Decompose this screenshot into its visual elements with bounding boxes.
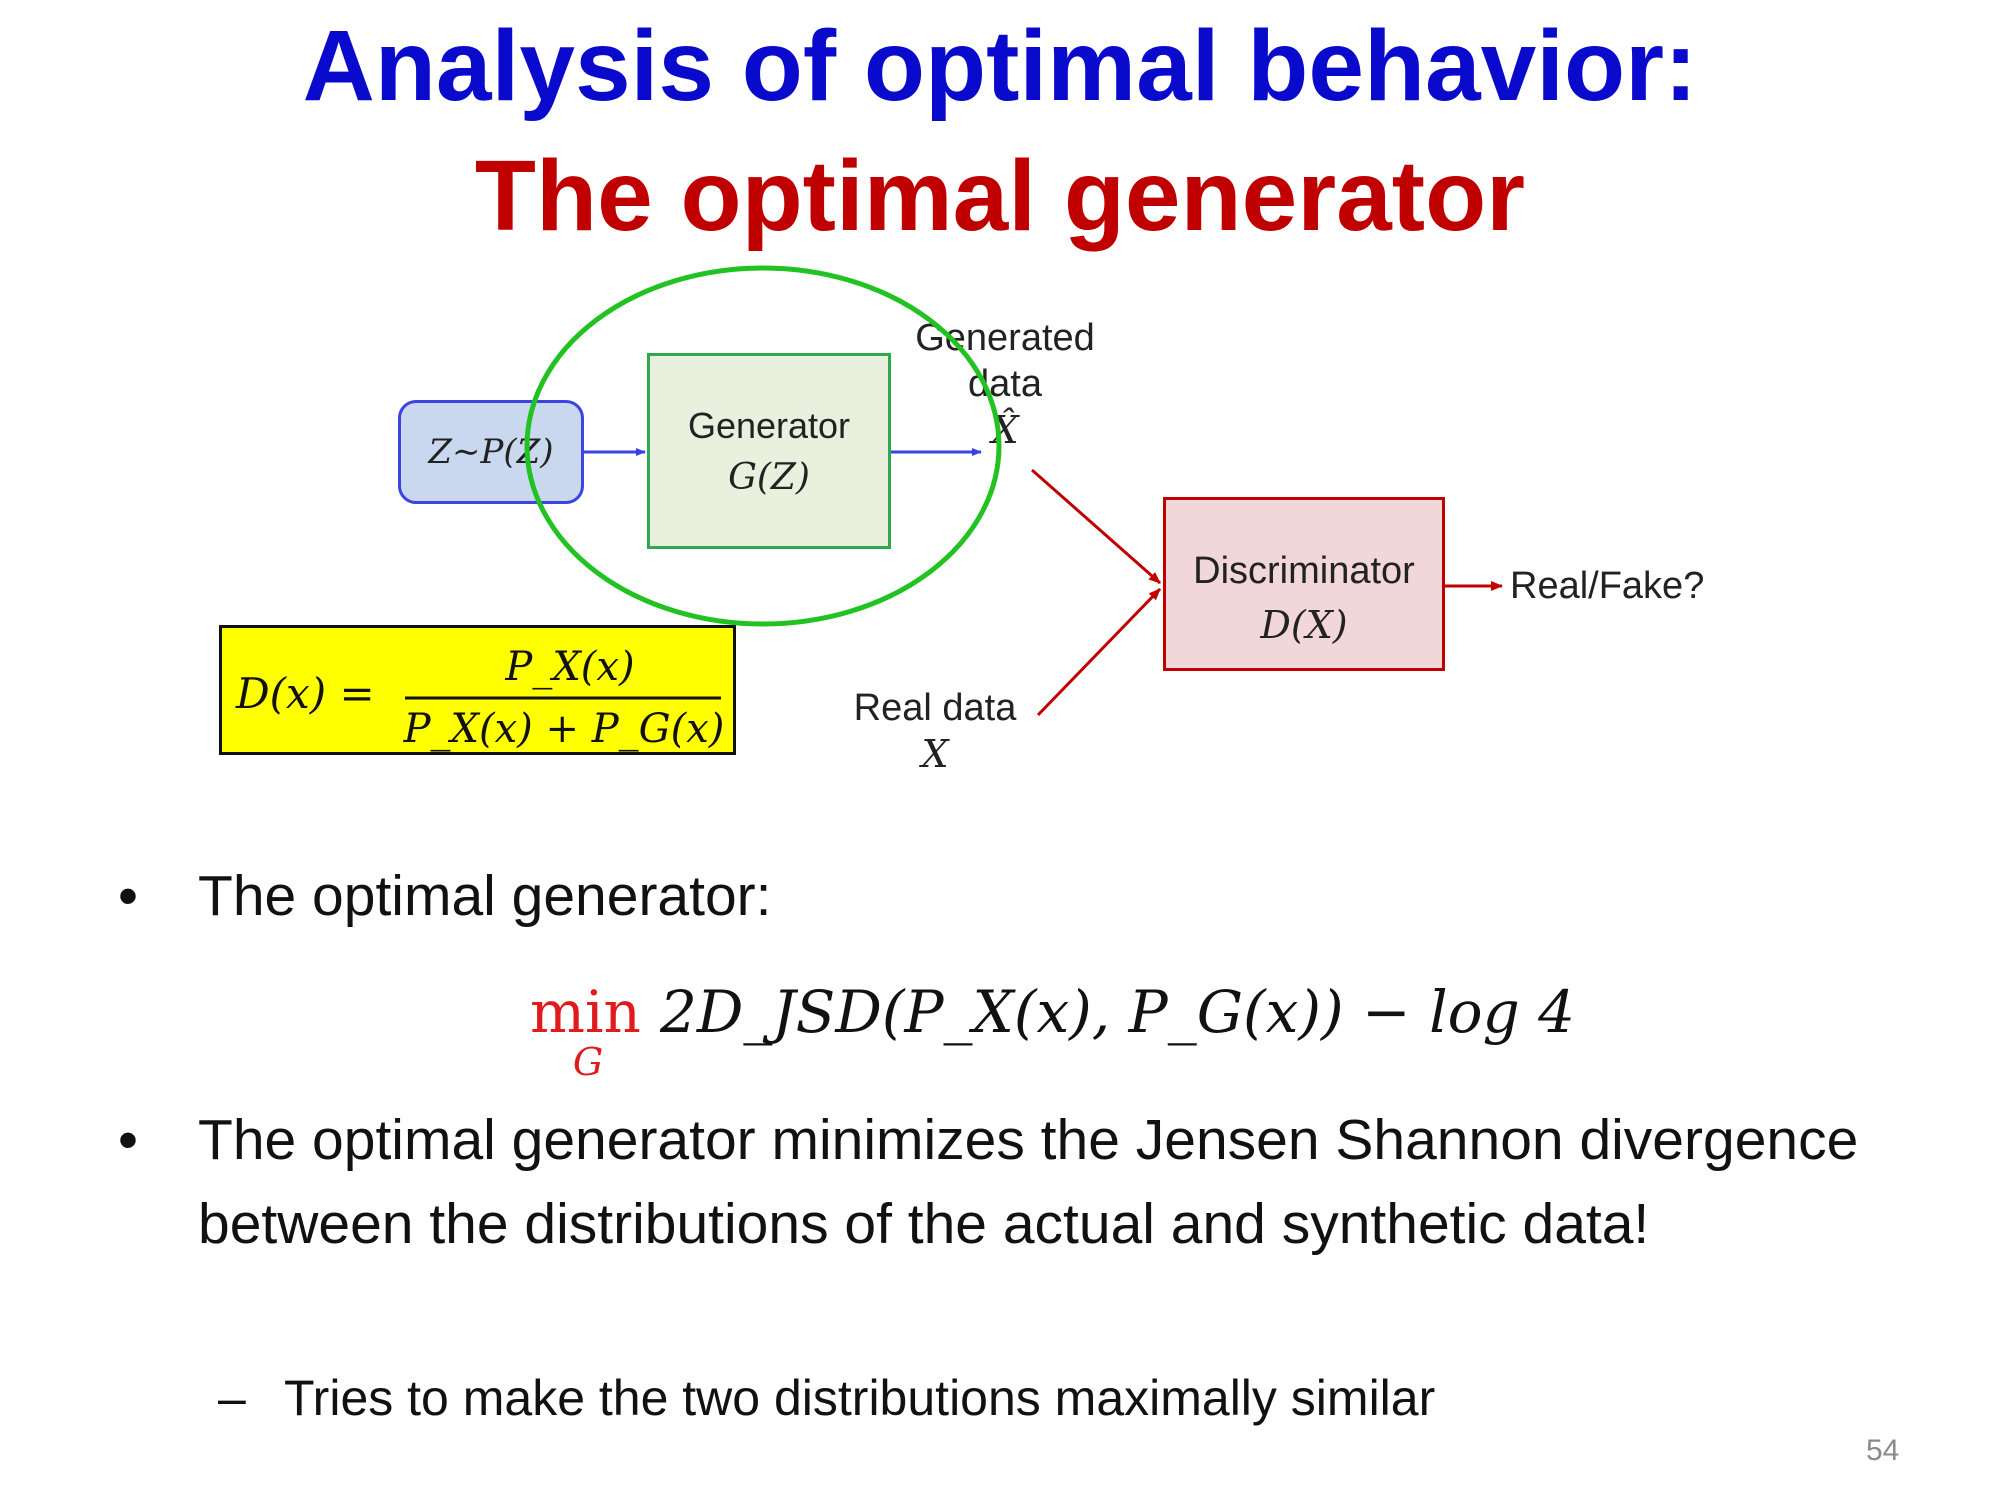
slide-title-line2: The optimal generator [474,140,1526,252]
sub-bullet-dash: – [218,1370,246,1426]
equation-min-subscript: G [573,1040,603,1084]
formula-lhs: D(x) = [235,669,375,718]
formula-numerator: P_X(x) [504,644,634,690]
equation-expression: 2D_JSD(P_X(x), P_G(x)) − log 4 [659,978,1575,1046]
discriminator-label: Discriminator [1193,550,1415,592]
bullet-dot: • [118,1108,138,1172]
page-number: 54 [1866,1434,1900,1467]
optimal-discriminator-formula: D(x) = P_X(x) P_X(x) + P_G(x) [219,625,736,755]
generator-label: Generator [687,405,851,446]
bullet-text: The optimal generator minimizes the Jens… [198,1108,1859,1256]
equation-min: min [530,978,641,1046]
generated-data-line2: data [968,363,1042,405]
generated-data-label: Generated data X̂ [900,315,1110,453]
bullet-dot: • [118,864,138,928]
real-to-discriminator-arrow [1036,587,1162,717]
bullet-text: The optimal generator: [198,864,772,928]
slide-title-line1: Analysis of optimal behavior: [302,10,1698,122]
formula-denominator: P_X(x) + P_G(x) [403,706,725,752]
generated-to-discriminator-arrow [1031,468,1161,585]
generator-box: Generator G(Z) [647,353,891,549]
real-data-text: Real data [853,687,1017,729]
generated-data-line1: Generated [915,317,1095,359]
discriminator-box: Discriminator D(X) [1163,497,1445,671]
discriminator-math: D(X) [1260,603,1348,647]
output-label: Real/Fake? [1510,565,1705,607]
real-data-label: Real data X [840,685,1030,777]
sub-bullet-text: Tries to make the two distributions maxi… [284,1370,1436,1426]
sub-bullet-similarity: – Tries to make the two distributions max… [218,1362,1435,1434]
generated-symbol: X̂ [991,408,1019,452]
generator-math: G(Z) [728,457,810,498]
real-symbol: X [921,732,949,776]
noise-input-box: Z∼P(Z) [398,400,584,504]
